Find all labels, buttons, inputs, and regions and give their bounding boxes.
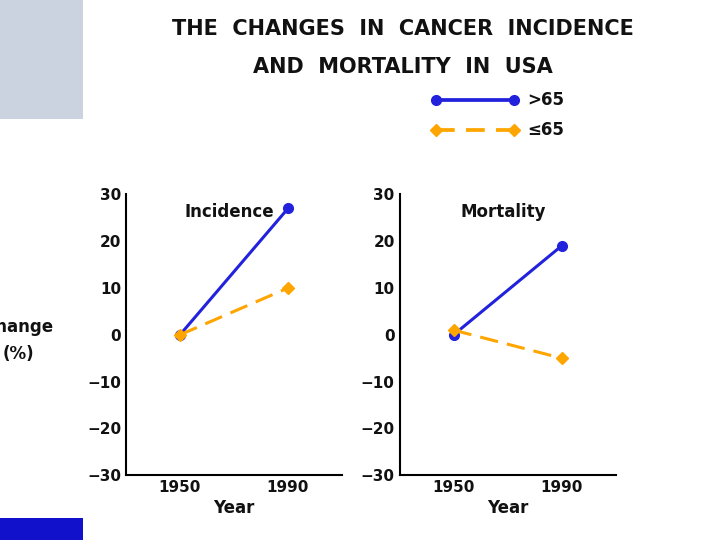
Text: ≤65: ≤65 (527, 120, 564, 139)
X-axis label: Year: Year (213, 499, 255, 517)
Text: Mortality: Mortality (461, 203, 546, 221)
Bar (0, 0, 83, 119)
Text: THE  CHANGES  IN  CANCER  INCIDENCE: THE CHANGES IN CANCER INCIDENCE (172, 19, 634, 39)
X-axis label: Year: Year (487, 499, 528, 517)
Text: Incidence: Incidence (185, 203, 274, 221)
Text: AND  MORTALITY  IN  USA: AND MORTALITY IN USA (253, 57, 553, 77)
Text: (%): (%) (2, 345, 34, 363)
Bar (0, 518, 83, 540)
Text: Change: Change (0, 318, 53, 336)
Text: >65: >65 (527, 91, 564, 109)
